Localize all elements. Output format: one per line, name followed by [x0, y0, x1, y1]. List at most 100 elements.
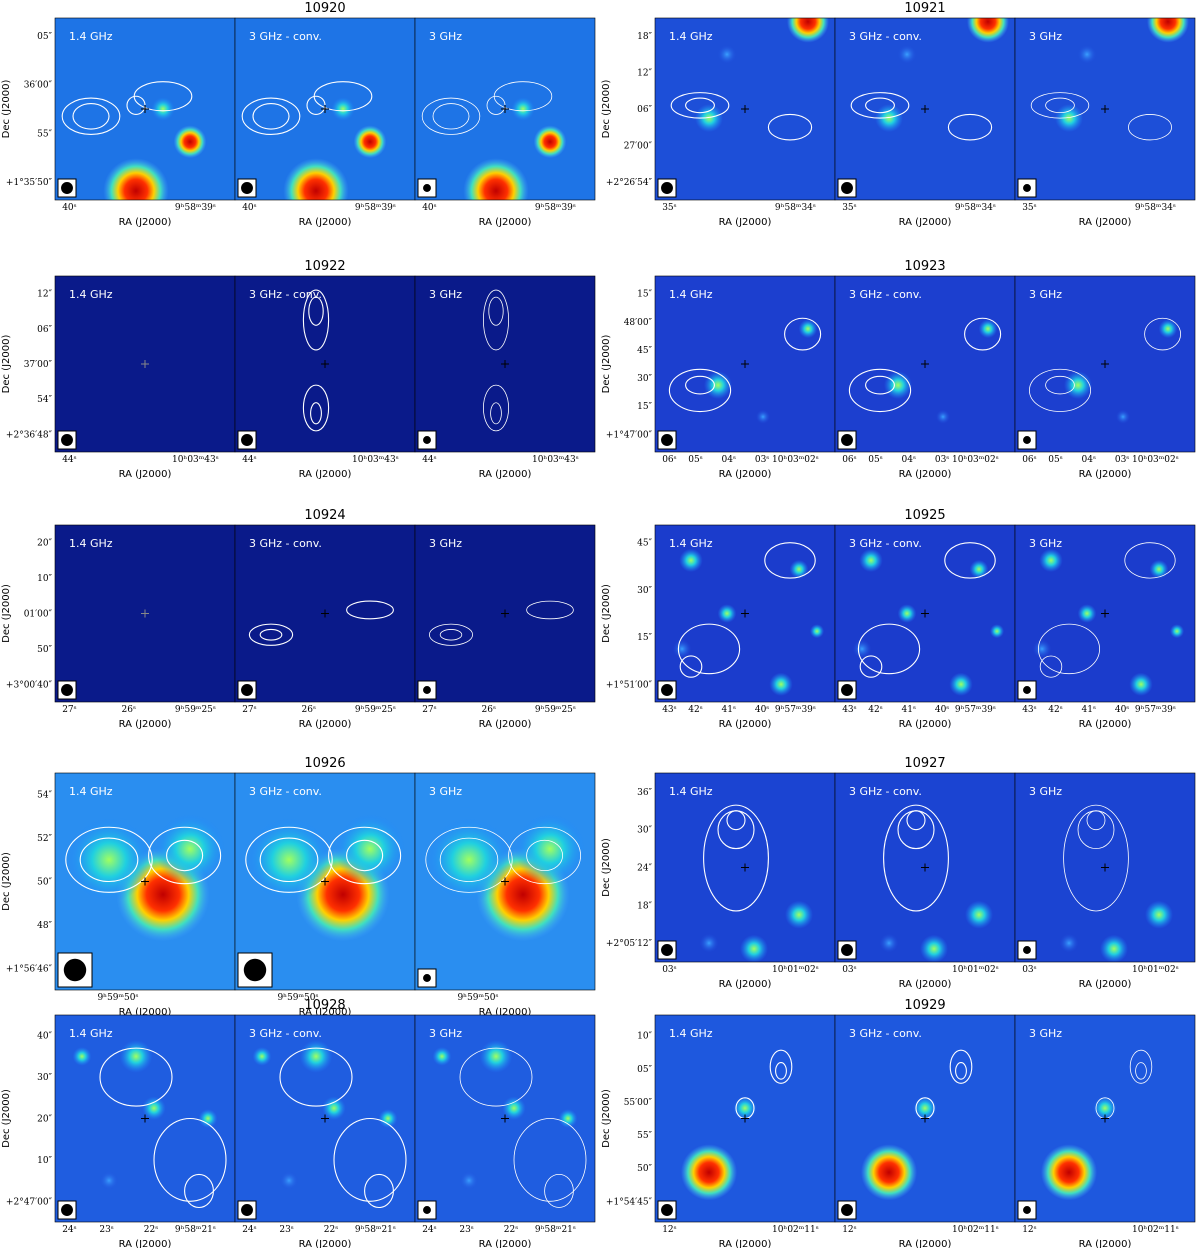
position-cross — [141, 1114, 149, 1123]
subpanel — [655, 525, 835, 702]
panel-title: 10920 — [304, 1, 345, 16]
y-tick-label: 15″ — [637, 290, 652, 300]
position-cross — [741, 1114, 749, 1123]
subpanel — [235, 276, 415, 452]
source-blob — [99, 1171, 119, 1190]
x-tick-label: 41ˢ — [1082, 705, 1096, 715]
position-cross — [921, 105, 929, 113]
x-axis-label: RA (J2000) — [899, 469, 952, 480]
position-cross — [741, 863, 749, 872]
source-blob — [334, 813, 406, 885]
x-tick-label: 10ʰ02ᵐ11ˢ — [772, 1225, 819, 1235]
subpanel — [835, 773, 1015, 962]
x-axis-label: RA (J2000) — [479, 1007, 532, 1018]
subpanel — [55, 525, 235, 702]
x-tick-label: 9ʰ58ᵐ34ˢ — [955, 203, 996, 213]
beam — [841, 182, 853, 194]
beam — [1023, 184, 1031, 192]
x-tick-label: 03ˢ — [842, 965, 856, 975]
x-tick-label: 27ˢ — [422, 705, 436, 715]
panel: 10923 Dec (J2000) 15″ 48′00″ 45″ 30″ 15″ +1°47′… — [601, 259, 1196, 480]
x-axis-label: RA (J2000) — [1079, 719, 1132, 730]
subpanel — [55, 773, 235, 990]
position-cross — [1101, 105, 1109, 113]
source-blob — [769, 672, 793, 696]
y-tick-label: 06″ — [637, 105, 652, 115]
x-tick-label: 35ˢ — [1022, 203, 1036, 213]
y-axis-label: Dec (J2000) — [1, 80, 12, 139]
contour — [526, 839, 563, 872]
subpanel — [835, 276, 1015, 452]
x-tick-label: 9ʰ58ᵐ34ˢ — [1135, 203, 1176, 213]
contour — [848, 368, 912, 413]
x-tick-label: 10ʰ02ᵐ11ˢ — [952, 1225, 999, 1235]
band-label: 3 GHz - conv. — [249, 785, 322, 798]
contour — [1124, 542, 1176, 579]
y-tick-label: 01′00″ — [24, 610, 53, 620]
contour — [947, 113, 993, 141]
x-tick-label: 10ʰ01ᵐ02ˢ — [1132, 965, 1179, 975]
contour — [544, 1173, 574, 1208]
band-label: 1.4 GHz — [69, 30, 113, 43]
x-tick-label: 44ˢ — [422, 455, 436, 465]
source-blob — [154, 813, 226, 885]
x-tick-label: 9ʰ57ᵐ39ˢ — [1135, 705, 1176, 715]
source-blob — [331, 97, 355, 121]
source-blob — [989, 624, 1005, 639]
contour — [1129, 1049, 1153, 1084]
x-tick-label: 42ˢ — [868, 705, 882, 715]
y-axis-label: Dec (J2000) — [601, 335, 612, 394]
contour — [65, 826, 153, 893]
y-tick-label: 10″ — [37, 574, 52, 584]
x-tick-label: 9ʰ58ᵐ39ˢ — [175, 203, 216, 213]
position-cross — [921, 1114, 929, 1123]
panel: 10921 Dec (J2000) 18″ 12″ 06″ 27′00″ +2°26′54″… — [601, 1, 1196, 228]
contour — [850, 92, 910, 119]
source-blob — [1099, 934, 1129, 962]
y-tick-label: 55″ — [637, 1131, 652, 1141]
contour — [1045, 97, 1075, 114]
beam — [841, 1204, 853, 1216]
panel-title: 10926 — [304, 756, 345, 771]
position-cross — [1101, 1114, 1109, 1123]
subpanel — [235, 1015, 415, 1222]
beam — [841, 944, 853, 956]
contour — [328, 826, 402, 885]
contour — [775, 1062, 787, 1080]
contour — [784, 317, 822, 351]
y-tick-label: 05″ — [637, 1065, 652, 1075]
contour — [184, 1173, 214, 1209]
source-blob — [558, 1109, 578, 1128]
beam — [1023, 1206, 1031, 1214]
x-axis-label: RA (J2000) — [479, 1239, 532, 1248]
beam — [423, 974, 431, 982]
contour — [883, 804, 949, 912]
x-tick-label: 9ʰ58ᵐ34ˢ — [775, 203, 816, 213]
subpanel — [1015, 525, 1195, 702]
contour — [670, 92, 730, 119]
x-tick-label: 10ʰ01ᵐ02ˢ — [772, 965, 819, 975]
position-cross — [1101, 609, 1109, 618]
band-label: 3 GHz — [1029, 785, 1062, 798]
source-blob — [1093, 1096, 1117, 1120]
source-blob — [1158, 319, 1178, 339]
source-blob — [859, 548, 883, 573]
subpanel-frame — [1014, 1014, 1196, 1223]
source-blob — [142, 1096, 166, 1120]
beam — [61, 1204, 73, 1216]
position-cross — [141, 609, 149, 618]
x-axis-label: RA (J2000) — [299, 217, 352, 228]
source-blob — [703, 371, 733, 400]
y-axis-label: Dec (J2000) — [1, 584, 12, 643]
source-blob — [969, 559, 989, 579]
source-blob — [322, 1096, 346, 1120]
y-tick-label: 12″ — [637, 69, 652, 79]
x-axis-label: RA (J2000) — [719, 719, 772, 730]
x-tick-label: 03ˢ — [935, 455, 949, 465]
source-blob — [1144, 900, 1174, 929]
x-tick-label: 10ʰ01ᵐ02ˢ — [952, 965, 999, 975]
source-blob — [1063, 371, 1093, 400]
source-blob — [479, 1040, 513, 1073]
x-tick-label: 9ʰ57ᵐ39ˢ — [775, 705, 816, 715]
x-tick-label: 10ʰ03ᵐ43ˢ — [532, 455, 579, 465]
